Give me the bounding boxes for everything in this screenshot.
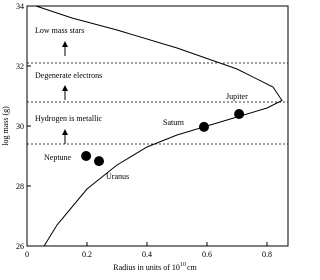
y-tick-label: 30	[16, 122, 24, 131]
x-axis-label-part: cm	[187, 263, 198, 272]
x-axis-label: Radius in units of 1010cm	[113, 262, 197, 272]
region-label: Degenerate electrons	[35, 71, 102, 80]
y-tick-label: 28	[16, 182, 24, 191]
x-tick-label: 0.6	[202, 250, 212, 259]
planet-point	[234, 109, 245, 119]
planet-point	[94, 156, 104, 167]
x-axis-label-exp: 10	[180, 262, 186, 268]
y-tick-label: 26	[16, 242, 24, 251]
point-label: Neptune	[44, 153, 72, 162]
x-tick-label: 0	[25, 250, 29, 259]
y-tick-label: 34	[16, 2, 24, 11]
point-label: Uranus	[106, 172, 129, 181]
x-tick-label: 0.2	[82, 250, 92, 259]
planet-point	[81, 151, 92, 161]
x-tick-label: 0.8	[262, 250, 272, 259]
region-label: Low mass stars	[35, 26, 84, 35]
y-tick-label: 32	[16, 62, 24, 71]
mass-radius-curve	[35, 5, 283, 247]
x-tick-label: 0.4	[142, 250, 152, 259]
chart: Low mass stars Degenerate electrons Hydr…	[1, 2, 289, 272]
point-label: Saturn	[163, 118, 184, 127]
region-label: Hydrogen is metallic	[35, 114, 103, 123]
planet-point	[199, 121, 209, 132]
x-axis-label-part: Radius in units of 10	[113, 263, 180, 272]
y-axis-label: log mass (g)	[1, 106, 10, 146]
point-label: Jupiter	[226, 92, 248, 101]
